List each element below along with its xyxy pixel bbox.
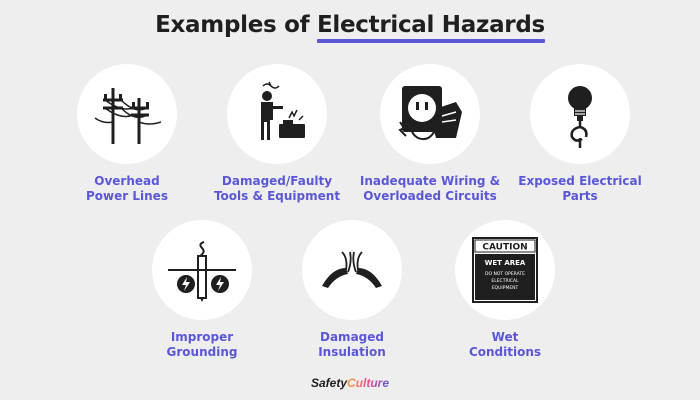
hazard-card-exposed-parts: Exposed Electrical Parts (500, 64, 660, 204)
hazard-card-damaged-insulation: Damaged Insulation (272, 220, 432, 360)
caution-line1: DO NOT OPERATE (485, 271, 525, 277)
title-highlight: Electrical Hazards (317, 12, 545, 43)
power-lines-icon (94, 88, 162, 144)
icon-circle (380, 64, 480, 164)
overloaded-outlet-icon (398, 86, 462, 141)
icon-circle (152, 220, 252, 320)
hazard-label: Wet Conditions (468, 330, 542, 359)
hazard-label: Inadequate Wiring & Overloaded Circuits (359, 174, 501, 203)
title-prefix: Examples of (155, 12, 318, 38)
caution-subheader: WET AREA (485, 259, 526, 267)
icon-circle (77, 64, 177, 164)
brand-part1: Safety (310, 376, 348, 390)
brand-logo: SafetyCulture (0, 376, 700, 390)
grounding-icon (168, 241, 236, 302)
caution-sign-icon: CAUTION WET AREA DO NOT OPERATE ELECTRIC… (472, 237, 538, 303)
caution-line2: ELECTRICAL (491, 278, 519, 284)
brand-part2: Culture (347, 376, 390, 390)
hazard-label: Overhead Power Lines (86, 174, 168, 203)
hazard-card-faulty-tools: Damaged/Faulty Tools & Equipment (197, 64, 357, 204)
hazard-label: Improper Grounding (166, 330, 238, 359)
hazard-card-overhead-power-lines: Overhead Power Lines (47, 64, 207, 204)
damaged-insulation-icon (322, 251, 382, 288)
icon-circle (227, 64, 327, 164)
hazard-card-improper-grounding: Improper Grounding (122, 220, 282, 360)
caution-line3: EQUIPMENT (492, 285, 519, 291)
faulty-tool-icon (261, 81, 305, 140)
page-title: Examples of Electrical Hazards (0, 12, 700, 43)
hazard-card-wet-conditions: CAUTION WET AREA DO NOT OPERATE ELECTRIC… (425, 220, 585, 360)
hazard-label: Exposed Electrical Parts (518, 174, 642, 203)
icon-circle (530, 64, 630, 164)
hazard-label: Damaged Insulation (318, 330, 386, 359)
icon-circle: CAUTION WET AREA DO NOT OPERATE ELECTRIC… (455, 220, 555, 320)
hazard-card-inadequate-wiring: Inadequate Wiring & Overloaded Circuits (350, 64, 510, 204)
icon-circle (302, 220, 402, 320)
caution-header: CAUTION (482, 243, 527, 253)
exposed-bulb-icon (568, 86, 592, 148)
hazard-label: Damaged/Faulty Tools & Equipment (213, 174, 341, 203)
